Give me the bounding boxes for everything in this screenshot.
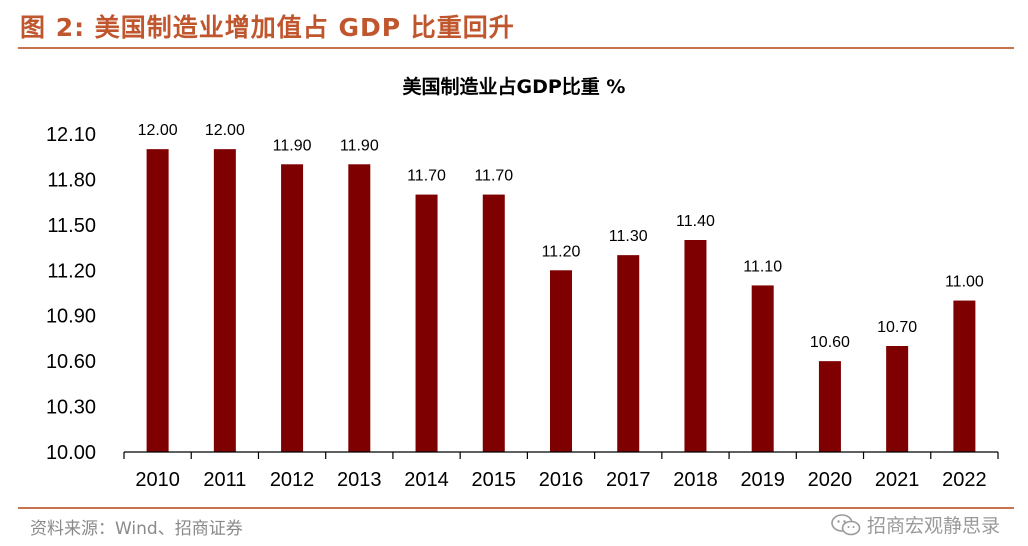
data-label: 11.90 [340,137,379,154]
x-tick-label: 2015 [472,469,517,491]
bar [617,255,640,452]
y-tick-label: 12.10 [46,124,96,146]
y-tick-label: 10.30 [46,397,96,419]
wechat-icon [831,513,861,535]
x-tick-label: 2020 [808,469,853,491]
bar [213,149,236,452]
data-label: 11.40 [676,213,715,230]
source-note: 资料来源：Wind、招商证券 [30,519,243,539]
x-tick-label: 2016 [539,469,584,491]
data-label: 11.90 [273,137,312,154]
watermark: 招商宏观静思录 [831,511,1000,538]
bar [281,164,304,453]
data-label: 11.70 [407,168,446,185]
bar [348,164,371,453]
x-tick-label: 2010 [135,469,180,491]
data-label: 11.70 [474,168,513,185]
y-tick-label: 10.90 [46,306,96,328]
y-tick-label: 10.00 [46,442,96,464]
data-label: 10.60 [810,334,850,351]
figure-title: 图 2: 美国制造业增加值占 GDP 比重回升 [20,13,515,42]
x-tick-label: 2018 [673,469,718,491]
x-tick-label: 2022 [942,469,987,491]
data-label: 12.00 [138,122,178,139]
bar [482,194,505,453]
bar [886,346,909,452]
bar [684,240,707,452]
x-tick-label: 2011 [203,469,246,491]
x-tick-label: 2013 [337,469,382,491]
bar [818,361,841,452]
x-tick-label: 2017 [606,469,651,491]
source-divider [18,507,1014,509]
bar [953,300,976,452]
x-tick-label: 2012 [270,469,315,491]
bar [415,194,438,453]
watermark-text: 招商宏观静思录 [866,515,1000,537]
bar [146,149,169,452]
y-tick-label: 11.20 [47,260,96,282]
y-tick-label: 11.50 [47,215,96,237]
data-label: 11.10 [743,258,782,275]
x-tick-label: 2014 [404,469,449,491]
bar [550,270,572,452]
y-tick-label: 11.80 [47,169,96,191]
data-label: 10.70 [877,319,917,336]
data-label: 11.20 [542,243,581,260]
data-label: 11.30 [609,228,648,245]
data-label: 11.00 [945,274,984,291]
y-tick-label: 10.60 [46,351,96,373]
data-label: 12.00 [205,122,245,139]
chart-title: 美国制造业占GDP比重 % [402,76,626,98]
bar [751,285,774,452]
x-tick-label: 2019 [740,469,785,491]
x-tick-label: 2021 [875,469,920,491]
title-divider [18,47,1014,49]
